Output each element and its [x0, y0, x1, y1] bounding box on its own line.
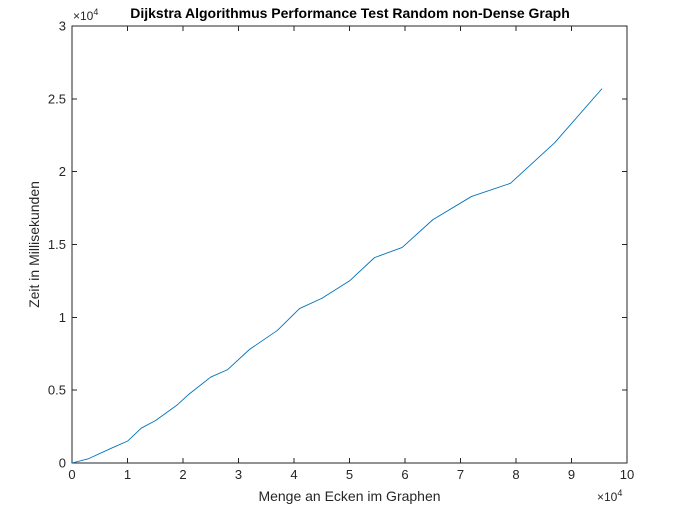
x-tick-label: 8 — [512, 467, 519, 482]
x-tick-label: 4 — [290, 467, 297, 482]
x-tick-label: 2 — [179, 467, 186, 482]
series-line — [71, 88, 603, 464]
y-exponent-power: 4 — [93, 7, 98, 17]
x-tick-label: 6 — [401, 467, 408, 482]
y-tick-label: 2.5 — [48, 91, 66, 106]
x-tick-label: 0 — [68, 467, 75, 482]
x-tick-label: 10 — [620, 467, 634, 482]
y-tick-label: 3 — [59, 19, 66, 34]
y-axis-label: Zeit in Millisekunden — [26, 181, 42, 308]
x-tick-label: 1 — [124, 467, 131, 482]
y-tick-label: 1 — [59, 310, 66, 325]
y-tick-label: 1.5 — [48, 237, 66, 252]
x-tick-label: 5 — [346, 467, 353, 482]
x-tick-label: 9 — [568, 467, 575, 482]
x-tick-label: 3 — [235, 467, 242, 482]
x-exponent-power: 4 — [617, 488, 622, 498]
x-axis-label: Menge an Ecken im Graphen — [258, 488, 440, 504]
y-tick-label: 2 — [59, 164, 66, 179]
y-tick-label: 0.5 — [48, 383, 66, 398]
data-series — [71, 88, 603, 464]
x-axis-ticks: 0 1 2 3 4 5 6 7 8 9 10 — [68, 26, 634, 482]
y-axis-exponent: ×104 — [73, 7, 98, 23]
x-tick-label: 7 — [457, 467, 464, 482]
y-axis-ticks: 0 0.5 1 1.5 2 2.5 3 — [48, 19, 627, 471]
y-tick-label: 0 — [59, 456, 66, 471]
chart-title: Dijkstra Algorithmus Performance Test Ra… — [130, 5, 570, 21]
x-exponent-base: ×10 — [597, 490, 618, 504]
y-exponent-base: ×10 — [73, 9, 94, 23]
x-axis-exponent: ×104 — [597, 488, 622, 504]
